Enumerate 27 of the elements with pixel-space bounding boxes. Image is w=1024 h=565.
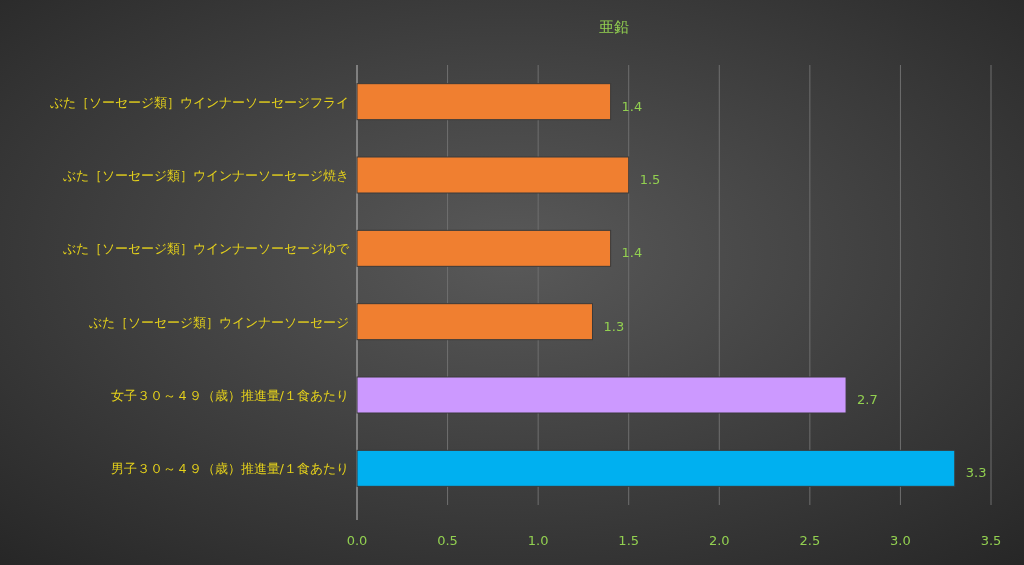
chart-title: 亜鉛	[599, 18, 629, 36]
y-tick-label: 女子３０～４９（歳）推進量/１食あたり	[110, 388, 349, 403]
y-tick-label: ぶた［ソーセージ類］ウインナーソーセージ	[89, 314, 349, 330]
data-label: 2.7	[857, 392, 878, 407]
data-label: 1.4	[621, 245, 643, 261]
x-tick-label: 1.5	[618, 533, 640, 548]
x-tick-label: 0.0	[346, 533, 368, 548]
y-tick-label: ぶた［ソーセージ類］ウインナーソーセージゆで	[63, 241, 350, 257]
data-label: 1.3	[603, 318, 625, 334]
bar	[356, 229, 612, 267]
x-tick-label: 3.5	[980, 533, 1002, 548]
x-tick-label: 2.0	[708, 533, 730, 548]
bar	[356, 303, 593, 341]
y-tick-label: ぶた［ソーセージ類］ウインナーソーセージフライ	[50, 94, 349, 110]
x-tick-label: 2.5	[799, 533, 821, 548]
bar	[356, 449, 956, 487]
data-label: 1.4	[621, 98, 643, 114]
bar	[356, 83, 612, 121]
x-tick-label: 1.0	[527, 533, 549, 548]
x-tick-label: 0.5	[437, 533, 458, 548]
bar	[356, 156, 630, 194]
bar	[356, 376, 847, 414]
y-tick-label: ぶた［ソーセージ類］ウインナーソーセージ焼き	[63, 168, 349, 183]
x-tick-label: 3.0	[890, 533, 911, 548]
data-label: 1.5	[639, 172, 661, 187]
data-label: 3.3	[965, 465, 987, 481]
y-tick-label: 男子３０～４９（歳）推進量/１食あたり	[110, 461, 349, 477]
